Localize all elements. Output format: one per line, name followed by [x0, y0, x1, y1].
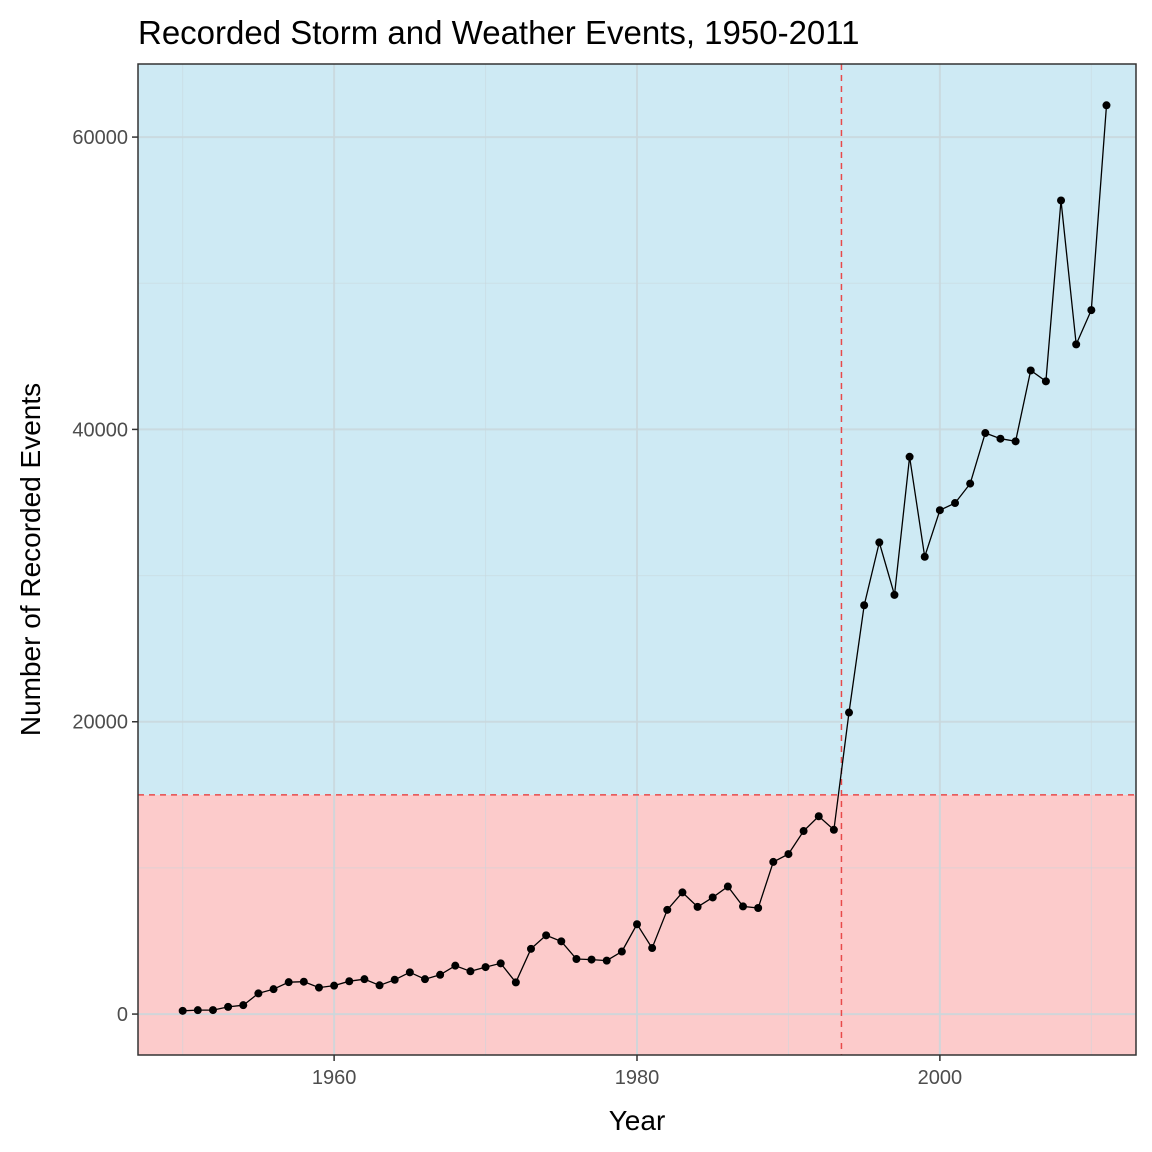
data-point: [1041, 377, 1050, 386]
data-point: [375, 981, 384, 990]
data-point: [193, 1006, 202, 1015]
x-axis: 1960 1980 2000: [312, 1055, 962, 1089]
y-tick-label: 20000: [72, 712, 128, 734]
data-point: [920, 552, 929, 561]
data-point: [1072, 340, 1081, 349]
data-point: [345, 977, 354, 986]
data-point: [224, 1002, 233, 1011]
data-point: [678, 888, 687, 897]
data-point: [405, 968, 414, 977]
data-point: [1011, 437, 1020, 446]
data-point: [299, 977, 308, 986]
x-tick-label: 2000: [918, 1067, 963, 1089]
data-point: [466, 967, 475, 976]
data-point: [814, 812, 823, 821]
data-point: [890, 590, 899, 599]
y-tick-label: 60000: [72, 127, 128, 149]
data-point: [633, 920, 641, 929]
data-point: [829, 825, 838, 834]
y-tick-label: 0: [117, 1004, 128, 1026]
data-point: [966, 479, 975, 488]
data-point: [572, 954, 581, 963]
data-point: [799, 827, 808, 836]
data-point: [739, 902, 748, 911]
data-point: [996, 434, 1005, 443]
x-axis-title: Year: [609, 1105, 666, 1136]
data-point: [496, 959, 505, 968]
y-axis: 0 20000 40000 60000: [72, 127, 138, 1026]
data-point: [693, 902, 702, 911]
data-point: [254, 989, 263, 998]
data-point: [951, 499, 960, 508]
y-tick-label: 40000: [72, 419, 128, 441]
data-point: [269, 985, 278, 994]
data-point: [875, 538, 884, 547]
data-point: [481, 963, 490, 972]
data-point: [360, 975, 369, 984]
data-points: [178, 101, 1111, 1015]
data-point: [178, 1006, 187, 1015]
data-point: [1057, 196, 1066, 205]
data-point: [330, 981, 339, 990]
data-point: [905, 452, 914, 461]
data-point: [314, 983, 323, 992]
data-point: [511, 978, 520, 987]
data-point: [981, 429, 990, 438]
data-point: [557, 937, 566, 946]
data-point: [648, 944, 657, 953]
data-point: [284, 978, 293, 987]
y-axis-title: Number of Recorded Events: [15, 383, 46, 736]
data-point: [420, 975, 429, 984]
data-point: [754, 904, 763, 913]
data-point: [390, 975, 399, 984]
data-point: [451, 961, 460, 970]
data-point: [1026, 366, 1035, 375]
data-point: [708, 893, 717, 902]
data-point: [784, 850, 793, 859]
data-point: [617, 947, 626, 956]
major-gridlines: [138, 64, 1136, 1055]
data-point: [436, 970, 445, 979]
data-point: [526, 944, 535, 953]
chart-title: Recorded Storm and Weather Events, 1950-…: [138, 14, 860, 51]
x-tick-label: 1960: [312, 1067, 357, 1089]
data-point: [663, 905, 672, 914]
data-point: [602, 956, 611, 965]
data-point: [860, 601, 869, 610]
data-point: [845, 708, 854, 717]
data-point: [723, 882, 732, 891]
data-point: [239, 1001, 248, 1010]
data-point: [1087, 306, 1096, 315]
data-point: [208, 1006, 217, 1015]
data-point: [1102, 101, 1111, 110]
plot-panel: [137, 63, 1137, 1056]
data-point: [587, 955, 596, 964]
data-point: [769, 857, 778, 866]
data-point: [935, 506, 944, 515]
data-point: [542, 931, 551, 940]
x-tick-label: 1980: [615, 1067, 660, 1089]
